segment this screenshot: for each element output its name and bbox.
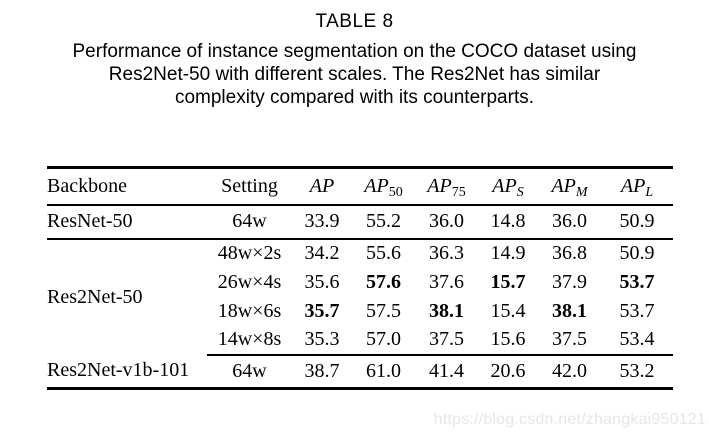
table-row: Res2Net-v1b-101 64w 38.7 61.0 41.4 20.6 … [47, 355, 673, 389]
cell-value: 36.3 [429, 242, 464, 264]
cell-value: 35.3 [292, 325, 352, 356]
cell-value: 41.4 [429, 359, 464, 382]
table-row: Res2Net-50 48w×2s 34.2 55.6 36.3 14.9 36… [47, 239, 673, 308]
cell-value: 15.6 [478, 325, 538, 356]
table-row: ResNet-50 64w 33.9 55.2 36.0 14.8 36.0 5… [47, 204, 673, 240]
cell-value: 14.9 [490, 242, 526, 264]
cell-value: 55.6 [366, 242, 401, 264]
cell-setting: 14w×8s [207, 325, 292, 356]
cell-value: 35.6 [304, 270, 340, 293]
metric-subscript: L [645, 184, 654, 200]
table-caption-line: complexity compared with its counterpart… [174, 87, 535, 108]
cell-value: 57.5 [366, 299, 401, 322]
cell-value: 42.0 [552, 359, 587, 382]
metric-name: AP [551, 174, 576, 197]
cell-value: 33.9 [292, 204, 352, 240]
cell-value-best: 38.1 [552, 299, 587, 322]
cell-setting: 64w [207, 204, 292, 240]
col-header-backbone: Backbone [47, 167, 207, 206]
cell-backbone: ResNet-50 [47, 204, 207, 240]
metric-name: AP [427, 174, 452, 197]
col-header-setting: Setting [207, 167, 292, 206]
table-row: 26w×4s 35.6 57.6 37.6 15.7 37.9 53.7 [47, 268, 673, 297]
col-header-ap75: AP75 [415, 167, 478, 206]
cell-value: 37.5 [538, 325, 601, 356]
table-caption-line: Res2Net-50 with different scales. The Re… [108, 64, 601, 85]
cell-setting: 64w [232, 359, 267, 382]
col-header-ap50: AP50 [352, 167, 415, 206]
cell-value: 36.0 [415, 204, 478, 240]
cell-backbone: Res2Net-v1b-101 [47, 359, 190, 382]
cell-value: 53.2 [619, 359, 655, 382]
cell-value: 14.8 [478, 204, 538, 240]
cell-value-best: 53.7 [619, 270, 655, 293]
cell-value-best: 15.7 [490, 270, 526, 293]
cell-value: 15.4 [490, 299, 526, 322]
results-table: Backbone Setting AP AP50 AP75 APS APM AP… [47, 166, 673, 390]
metric-subscript: M [575, 184, 588, 200]
table-row: 14w×8s 35.3 57.0 37.5 15.6 37.5 53.4 [47, 325, 673, 356]
table-row: 18w×6s 35.7 57.5 38.1 15.4 38.1 53.7 [47, 297, 673, 326]
metric-name: AP [492, 174, 517, 197]
cell-value: 53.7 [619, 299, 655, 322]
cell-value: 36.0 [538, 204, 601, 240]
cell-setting: 26w×4s [217, 270, 282, 293]
metric-name: AP [364, 174, 389, 197]
col-header-ap: AP [292, 167, 352, 206]
table-header-row: Backbone Setting AP AP50 AP75 APS APM AP… [47, 167, 673, 206]
cell-value: 38.7 [304, 359, 340, 382]
table-caption-label: TABLE 8 [315, 11, 394, 32]
csdn-watermark: https://blog.csdn.net/zhangkai950121 [433, 411, 706, 428]
cell-value: 50.9 [619, 242, 655, 264]
cell-value: 55.2 [352, 204, 415, 240]
col-header-apm: APM [538, 167, 601, 206]
cell-setting: 18w×6s [217, 299, 282, 322]
cell-value: 37.5 [415, 325, 478, 356]
metric-subscript: 50 [388, 184, 403, 200]
table-caption: TABLE 8 Performance of instance segmenta… [0, 11, 709, 109]
cell-value: 37.6 [429, 270, 464, 293]
metric-name: AP [309, 174, 335, 197]
cell-value-best: 35.7 [304, 299, 340, 322]
metric-name: AP [620, 174, 646, 197]
cell-setting: 48w×2s [217, 242, 282, 264]
metric-subscript: 75 [451, 184, 466, 200]
cell-value: 53.4 [601, 325, 673, 356]
cell-value: 36.8 [552, 242, 587, 264]
cell-value: 61.0 [366, 359, 401, 382]
cell-value: 37.9 [552, 270, 587, 293]
col-header-aps: APS [478, 167, 538, 206]
cell-value-best: 38.1 [429, 299, 464, 322]
metric-subscript: S [516, 184, 524, 200]
col-header-apl: APL [601, 167, 673, 206]
cell-value: 50.9 [601, 204, 673, 240]
cell-value: 20.6 [490, 359, 526, 382]
cell-value: 57.0 [352, 325, 415, 356]
cell-value: 34.2 [304, 242, 340, 264]
cell-value-best: 57.6 [366, 270, 401, 293]
cell-backbone: Res2Net-50 [47, 285, 143, 308]
table-caption-line: Performance of instance segmentation on … [72, 41, 637, 62]
